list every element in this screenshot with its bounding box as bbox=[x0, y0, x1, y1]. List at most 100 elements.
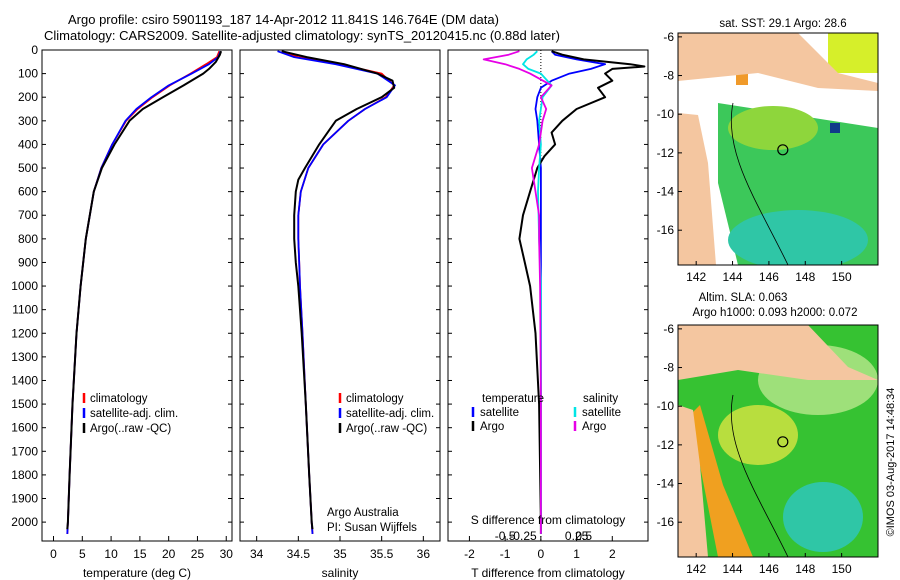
map-lat-label: -10 bbox=[657, 399, 675, 413]
depth-tick-label: 1800 bbox=[11, 468, 38, 482]
map-lat-label: -12 bbox=[657, 146, 675, 160]
panel-difference: -2 -1 0 1 2 T difference from climatology bbox=[447, 49, 649, 580]
map-lon-label: 142 bbox=[686, 270, 706, 284]
depth-tick-label: 200 bbox=[18, 90, 38, 104]
panel-salinity: 34 34.5 35 35.5 36 salinity bbox=[239, 49, 441, 580]
sst-field-cyan bbox=[728, 210, 868, 265]
depth-tick-label: 700 bbox=[18, 208, 38, 222]
salinity-xtick-label: 36 bbox=[417, 547, 431, 561]
sla-field-yellowgreen bbox=[718, 405, 798, 465]
temperature-legend-label: Argo(..raw -QC) bbox=[90, 423, 171, 435]
header-line-1: Argo profile: csiro 5901193_187 14-Apr-2… bbox=[68, 12, 499, 27]
map-lat-label: -6 bbox=[663, 322, 674, 336]
temperature-series-climatology bbox=[66, 50, 221, 534]
float-position-marker bbox=[777, 436, 789, 448]
temperature-legend-label: satellite bbox=[480, 407, 519, 419]
temperature-xtick-label: 30 bbox=[220, 547, 234, 561]
map-lon-label: 144 bbox=[723, 562, 743, 576]
temperature-xtick-label: 20 bbox=[162, 547, 176, 561]
sst-field-lightgreen bbox=[728, 106, 818, 150]
temperature-series-satellite-adj-clim- bbox=[66, 50, 222, 534]
map-lon-label: 146 bbox=[759, 270, 779, 284]
depth-tick-label: 300 bbox=[18, 114, 38, 128]
salinity-xlabel: salinity bbox=[322, 566, 359, 580]
map-lat-label: -10 bbox=[657, 107, 675, 121]
depth-tick-label: 0 bbox=[31, 43, 38, 57]
difference-xlabel: T difference from climatology bbox=[471, 566, 625, 580]
map-top-title: sat. SST: 29.1 Argo: 28.6 bbox=[719, 18, 846, 30]
salinity-legend-title: salinity bbox=[583, 393, 618, 405]
map-lon-label: 148 bbox=[795, 562, 815, 576]
depth-tick-label: 1900 bbox=[11, 492, 38, 506]
salinity-diff-tick-label: -0.5 bbox=[495, 529, 516, 543]
land-cape-york bbox=[678, 405, 708, 557]
map-lon-label: 144 bbox=[723, 270, 743, 284]
temperature-legend-label: climatology bbox=[90, 393, 148, 405]
depth-tick-label: 2000 bbox=[11, 515, 38, 529]
temperature-xlabel: temperature (deg C) bbox=[83, 566, 191, 580]
map-lon-label: 150 bbox=[832, 562, 852, 576]
salinity-xtick-label: 35 bbox=[333, 547, 347, 561]
temperature-legend-label: Argo bbox=[480, 421, 504, 433]
map-lat-label: -16 bbox=[657, 223, 675, 237]
depth-tick-label: 1700 bbox=[11, 444, 38, 458]
temperature-frame bbox=[41, 49, 233, 542]
map-lat-label: -16 bbox=[657, 515, 675, 529]
float-position-marker bbox=[777, 144, 789, 156]
salinity-diff-tick-label: -0.25 bbox=[509, 529, 537, 543]
temperature-legend-label: satellite-adj. clim. bbox=[90, 408, 178, 420]
salinity-legend-label: Argo bbox=[582, 421, 606, 433]
land-cape-york bbox=[678, 113, 716, 265]
sla-coastal-orange bbox=[690, 405, 753, 557]
shelf-contour bbox=[730, 102, 789, 265]
salinity-xtick-label: 34.5 bbox=[287, 547, 311, 561]
pi-annotation-line1: Argo Australia bbox=[327, 507, 399, 519]
salinity-series-satellite-adj-clim- bbox=[277, 50, 396, 534]
salinity-xtick-label: 35.5 bbox=[370, 547, 394, 561]
map-bottom-title-1: Altim. SLA: 0.063 bbox=[699, 292, 788, 304]
temperature-legend-title: temperature bbox=[482, 393, 544, 405]
salinity-frame bbox=[239, 49, 441, 542]
map-bottom-title-2: Argo h1000: 0.093 h2000: 0.072 bbox=[693, 307, 858, 319]
map-lat-label: -6 bbox=[663, 30, 674, 44]
map-frame bbox=[677, 32, 879, 266]
difference-xtick-label: -2 bbox=[464, 547, 475, 561]
map-lon-label: 150 bbox=[832, 270, 852, 284]
map-lon-label: 142 bbox=[686, 562, 706, 576]
map-bottom: -6 -8 -10 -12 -14 -16 142 144 146 148 150 bbox=[657, 322, 879, 576]
temperature-series-argo-raw-qc- bbox=[66, 50, 223, 530]
salinity-legend-label: Argo(..raw -QC) bbox=[346, 423, 427, 435]
temperature-xtick-label: 15 bbox=[133, 547, 147, 561]
temperature-xtick-label: 5 bbox=[79, 547, 86, 561]
map-lon-label: 146 bbox=[759, 562, 779, 576]
map-top: -6 -8 -10 -12 -14 -16 142 144 146 148 150 bbox=[657, 30, 879, 284]
depth-tick-label: 1500 bbox=[11, 397, 38, 411]
depth-tick-label: 800 bbox=[18, 232, 38, 246]
difference-series-t-argo bbox=[518, 50, 646, 534]
map-lon-label: 148 bbox=[795, 270, 815, 284]
difference-xtick-label: 1 bbox=[573, 547, 580, 561]
map-field-group bbox=[678, 33, 878, 265]
temperature-xtick-label: 0 bbox=[50, 547, 57, 561]
salinity-legend-label: satellite bbox=[582, 407, 621, 419]
salinity-xtick-label: 34 bbox=[250, 547, 264, 561]
temperature-xtick-label: 10 bbox=[104, 547, 118, 561]
difference-series-t-satellite bbox=[534, 50, 606, 534]
map-lat-label: -12 bbox=[657, 438, 675, 452]
depth-tick-label: 1400 bbox=[11, 373, 38, 387]
difference-series-s-argo bbox=[482, 50, 553, 534]
salinity-diff-tick-label: 0.5 bbox=[575, 529, 592, 543]
map-lat-label: -8 bbox=[663, 361, 674, 375]
difference-xtick-label: 2 bbox=[609, 547, 616, 561]
land-new-guinea bbox=[678, 325, 878, 380]
header-line-2: Climatology: CARS2009. Satellite-adjuste… bbox=[44, 28, 560, 43]
credit-text: ©IMOS 03-Aug-2017 14:48:34 bbox=[885, 388, 897, 537]
depth-tick-label: 1200 bbox=[11, 326, 38, 340]
difference-frame bbox=[447, 49, 649, 542]
depth-tick-label: 1100 bbox=[12, 303, 38, 317]
depth-tick-label: 1300 bbox=[11, 350, 38, 364]
pi-annotation-line2: PI: Susan Wijffels bbox=[327, 522, 417, 534]
depth-tick-label: 600 bbox=[18, 185, 38, 199]
difference-xtick-label: 0 bbox=[538, 547, 545, 561]
